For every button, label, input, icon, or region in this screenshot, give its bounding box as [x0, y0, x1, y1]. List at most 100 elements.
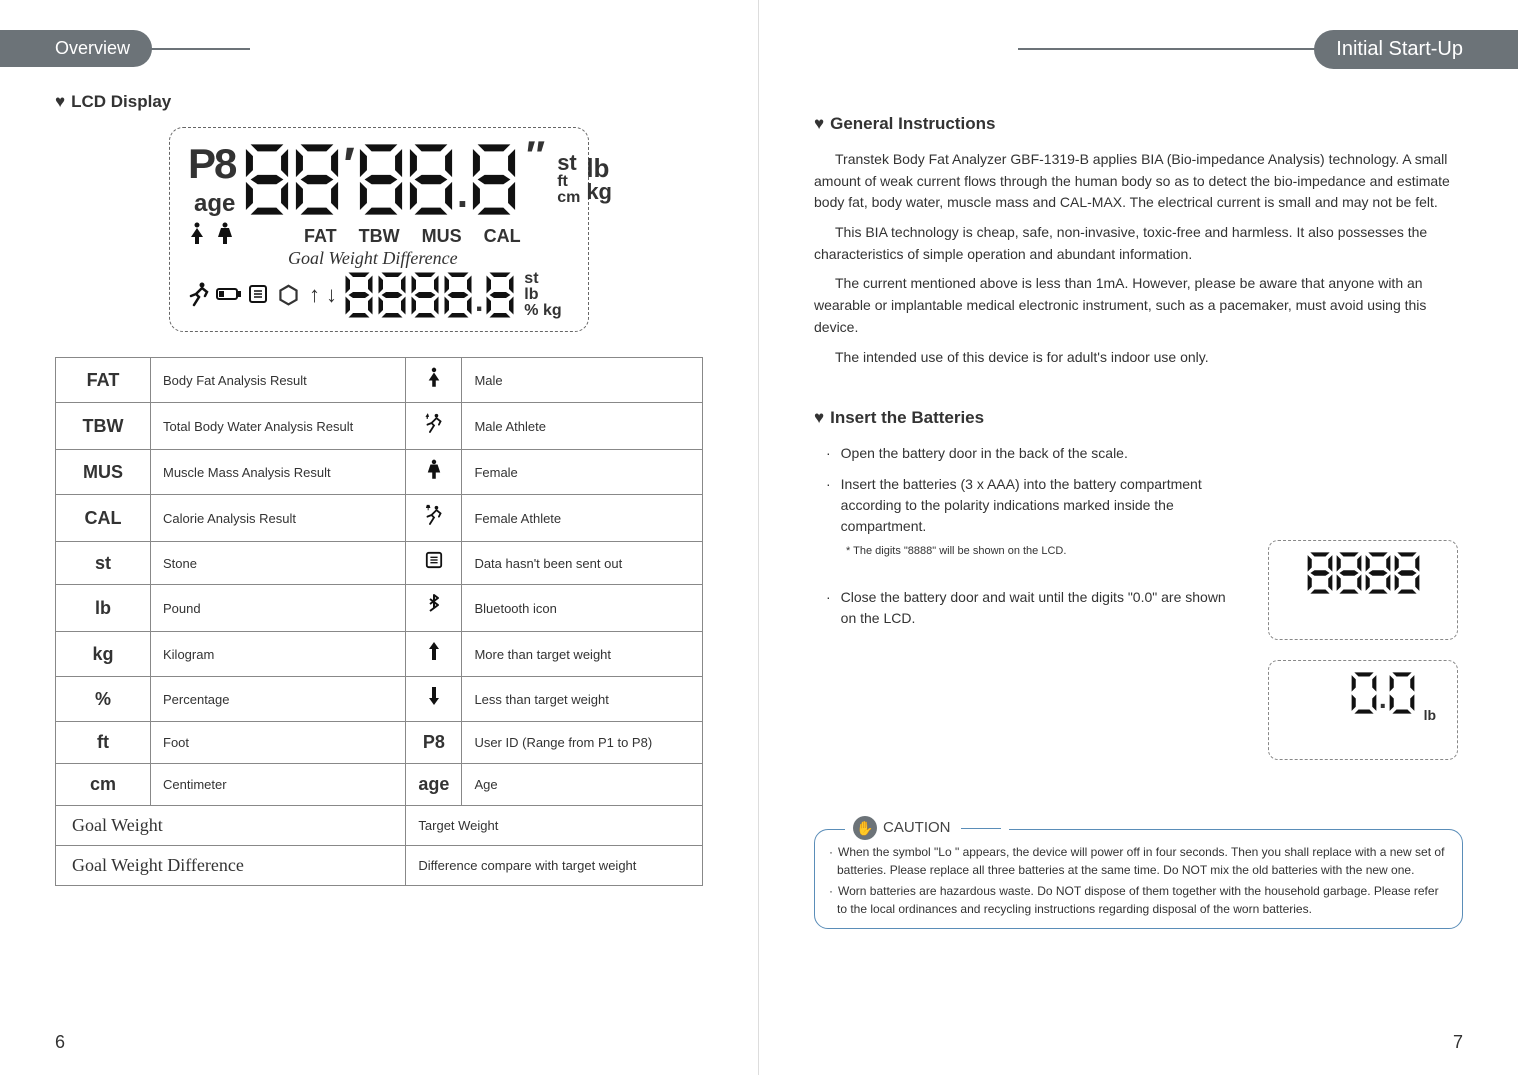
legend-icon — [406, 677, 462, 722]
bullet-2: ·Insert the batteries (3 x AAA) into the… — [826, 474, 1463, 537]
data-icon — [248, 284, 268, 307]
battery-icon — [216, 286, 242, 305]
legend-symbol: st — [56, 542, 151, 585]
legend-symbol: FAT — [56, 358, 151, 403]
mini-lcd-unit: lb — [1424, 707, 1436, 723]
caution-icon: ✋ — [853, 816, 877, 840]
legend-icon-desc: Male — [462, 358, 703, 403]
female-icon — [216, 222, 234, 250]
legend-desc: Calorie Analysis Result — [151, 495, 406, 542]
legend-desc: Muscle Mass Analysis Result — [151, 450, 406, 495]
para2: This BIA technology is cheap, safe, non-… — [814, 222, 1463, 265]
legend-desc: Body Fat Analysis Result — [151, 358, 406, 403]
heart-icon: ♥ — [814, 114, 824, 133]
lcd-age-label: age — [194, 190, 235, 218]
table-row: kgKilogramMore than target weight — [56, 632, 703, 677]
para3: The current mentioned above is less than… — [814, 273, 1463, 338]
legend-icon-desc: Less than target weight — [462, 677, 703, 722]
legend-icon — [406, 495, 462, 542]
table-row: cmCentimeterageAge — [56, 764, 703, 806]
legend-symbol: cm — [56, 764, 151, 806]
male-icon — [188, 222, 206, 250]
heart-icon: ♥ — [55, 92, 65, 111]
caution-box: ✋ CAUTION When the symbol "Lo " appears,… — [814, 829, 1463, 929]
legend-symbol: % — [56, 677, 151, 722]
legend-table: FATBody Fat Analysis ResultMaleTBWTotal … — [55, 357, 703, 886]
heart-icon: ♥ — [814, 408, 824, 427]
legend-icon-desc: User ID (Range from P1 to P8) — [462, 722, 703, 764]
bullet-1: ·Open the battery door in the back of th… — [826, 443, 1463, 464]
lcd-display-label: LCD Display — [71, 92, 171, 111]
page-number-left: 6 — [55, 1032, 65, 1053]
lcd-main-digits: ′ . — [243, 142, 518, 217]
table-row: ftFootP8User ID (Range from P1 to P8) — [56, 722, 703, 764]
mini-lcd-00: . lb — [1268, 660, 1458, 760]
page-right: Initial Start-Up ♥ General Instructions T… — [759, 0, 1518, 1075]
caution-label: ✋ CAUTION — [845, 816, 1009, 840]
legend-symbol-wide: Goal Weight — [56, 806, 406, 846]
lcd-units-bottom: st lb % kg — [524, 271, 561, 319]
lcd-gwd-label: Goal Weight Difference — [288, 248, 570, 269]
legend-symbol: MUS — [56, 450, 151, 495]
page-left: Overview ♥ LCD Display P8 age ′ . ″ st ft — [0, 0, 759, 1075]
caution-text-2: Worn batteries are hazardous waste. Do N… — [829, 882, 1448, 918]
legend-icon-desc: Female Athlete — [462, 495, 703, 542]
lcd-units-top: st ft cm — [557, 152, 580, 206]
legend-icon-desc: Female — [462, 450, 703, 495]
legend-symbol: lb — [56, 585, 151, 632]
table-row: %PercentageLess than target weight — [56, 677, 703, 722]
lcd-bottom-digits: . — [343, 271, 516, 319]
table-row: Goal WeightTarget Weight — [56, 806, 703, 846]
lcd-metric-labels: FAT TBW MUS CAL — [304, 226, 521, 247]
legend-desc: Total Body Water Analysis Result — [151, 403, 406, 450]
table-row: Goal Weight DifferenceDifference compare… — [56, 846, 703, 886]
legend-desc: Stone — [151, 542, 406, 585]
table-row: FATBody Fat Analysis Result Male — [56, 358, 703, 403]
lcd-dtick: ″ — [526, 134, 545, 179]
table-row: MUSMuscle Mass Analysis Result Female — [56, 450, 703, 495]
legend-icon — [406, 585, 462, 632]
general-instructions-label: General Instructions — [830, 114, 995, 133]
lcd-illustration: P8 age ′ . ″ st ft cm lb kg — [169, 127, 589, 332]
legend-symbol: TBW — [56, 403, 151, 450]
legend-symbol: CAL — [56, 495, 151, 542]
legend-icon — [406, 542, 462, 585]
legend-icon: P8 — [406, 722, 462, 764]
legend-desc: Kilogram — [151, 632, 406, 677]
legend-icon — [406, 403, 462, 450]
legend-icon: age — [406, 764, 462, 806]
legend-icon-desc: Data hasn't been sent out — [462, 542, 703, 585]
legend-icon — [406, 450, 462, 495]
athlete-icon — [188, 281, 210, 310]
legend-desc-wide: Target Weight — [406, 806, 703, 846]
insert-batteries-heading: ♥ Insert the Batteries — [814, 408, 1463, 428]
legend-desc: Foot — [151, 722, 406, 764]
table-row: CALCalorie Analysis Result Female Athlete — [56, 495, 703, 542]
para4: The intended use of this device is for a… — [814, 347, 1463, 369]
legend-icon-desc: Age — [462, 764, 703, 806]
insert-batteries-label: Insert the Batteries — [830, 408, 984, 427]
legend-symbol-wide: Goal Weight Difference — [56, 846, 406, 886]
legend-icon — [406, 632, 462, 677]
lcd-p8-label: P8 — [188, 140, 235, 188]
initial-startup-tab: Initial Start-Up — [1314, 30, 1518, 69]
lcd-display-heading: ♥ LCD Display — [55, 92, 703, 112]
lcd-units-top2: lb kg — [586, 155, 612, 203]
legend-icon — [406, 358, 462, 403]
lcd-tick: ′ — [343, 138, 355, 193]
overview-tab: Overview — [0, 30, 152, 67]
legend-icon-desc: More than target weight — [462, 632, 703, 677]
table-row: lbPound Bluetooth icon — [56, 585, 703, 632]
legend-desc: Pound — [151, 585, 406, 632]
para1: Transtek Body Fat Analyzer GBF-1319-B ap… — [814, 149, 1463, 214]
legend-symbol: ft — [56, 722, 151, 764]
bluetooth-icon: ⬡ — [278, 281, 299, 310]
legend-icon-desc: Bluetooth icon — [462, 585, 703, 632]
table-row: TBWTotal Body Water Analysis Result Male … — [56, 403, 703, 450]
legend-icon-desc: Male Athlete — [462, 403, 703, 450]
caution-text-1: When the symbol "Lo " appears, the devic… — [829, 843, 1448, 879]
legend-desc: Centimeter — [151, 764, 406, 806]
page-number-right: 7 — [1453, 1032, 1463, 1053]
general-instructions-heading: ♥ General Instructions — [814, 114, 1463, 134]
mini-lcd-8888 — [1268, 540, 1458, 640]
